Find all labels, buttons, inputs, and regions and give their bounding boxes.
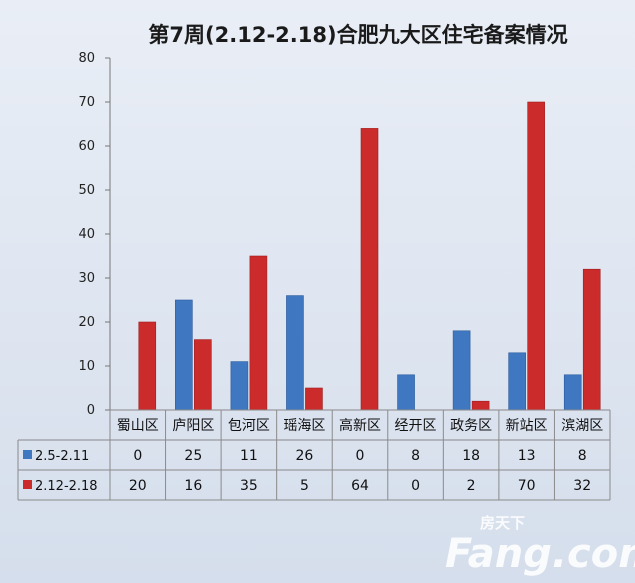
table-cell-value: 8 [578, 448, 587, 464]
x-category-label: 政务区 [450, 418, 492, 434]
x-category-label: 蜀山区 [117, 418, 159, 434]
table-cell-value: 11 [240, 448, 258, 464]
table-cell-value: 26 [296, 448, 314, 464]
bar-week7-4 [360, 128, 379, 411]
x-category-label: 经开区 [395, 418, 437, 434]
y-tick-label: 80 [78, 51, 95, 66]
table-cell-value: 20 [129, 478, 147, 494]
y-tick-label: 70 [78, 95, 95, 110]
table-cell-value: 32 [573, 478, 591, 494]
table-cell-value: 18 [462, 448, 480, 464]
table-cell-value: 5 [300, 478, 309, 494]
y-tick-label: 60 [78, 139, 95, 154]
watermark-brand-cn: 房天下 [480, 514, 525, 532]
bar-week7-1 [194, 339, 212, 411]
table-cell-value: 0 [356, 448, 365, 464]
x-category-label: 包河区 [228, 418, 270, 434]
bar-week6-5 [397, 374, 415, 411]
x-category-label: 滨湖区 [561, 418, 603, 434]
bar-week7-0 [138, 321, 157, 411]
chart-title: 第7周(2.12-2.18)合肥九大区住宅备案情况 [148, 23, 567, 47]
x-category-label: 新站区 [506, 418, 548, 434]
bar-week6-6 [452, 330, 471, 411]
table-cell-value: 0 [411, 478, 420, 494]
legend-swatch [23, 450, 32, 459]
x-category-label: 高新区 [339, 417, 381, 434]
bar-week7-6 [471, 400, 490, 411]
table-cell-value: 70 [518, 478, 536, 494]
y-tick-label: 10 [78, 359, 95, 374]
table-cell-value: 35 [240, 478, 258, 494]
table-cell-value: 16 [184, 478, 202, 494]
bar-week7-8 [582, 268, 601, 411]
bars [138, 101, 601, 411]
x-category-label: 瑶海区 [283, 418, 325, 434]
table-cell-value: 0 [133, 448, 142, 464]
table-cell-value: 13 [518, 448, 536, 464]
watermark-brand: Fang.com [445, 531, 635, 577]
watermark: 房天下 Fang.com [445, 514, 635, 577]
table-cell-value: 64 [351, 478, 369, 494]
bar-week6-3 [286, 295, 304, 411]
y-tick-label: 50 [78, 183, 95, 198]
y-tick-label: 0 [87, 403, 95, 418]
x-category-label: 庐阳区 [172, 418, 214, 434]
bar-week6-7 [508, 352, 526, 411]
legend-label: 2.12-2.18 [35, 479, 98, 494]
y-tick-label: 30 [78, 271, 95, 286]
bar-week7-2 [249, 255, 268, 411]
bar-week6-8 [563, 374, 582, 411]
bar-week7-7 [527, 101, 545, 411]
legend-label: 2.5-2.11 [35, 449, 89, 464]
y-tick-label: 40 [78, 227, 95, 242]
table-cell-value: 8 [411, 448, 420, 464]
table-cell-value: 25 [184, 448, 202, 464]
bar-week7-3 [305, 387, 323, 411]
y-tick-label: 20 [78, 315, 95, 330]
bar-week6-2 [230, 361, 249, 411]
legend-swatch [23, 480, 32, 489]
bar-week6-1 [175, 299, 193, 411]
table-cell-value: 2 [467, 478, 476, 494]
